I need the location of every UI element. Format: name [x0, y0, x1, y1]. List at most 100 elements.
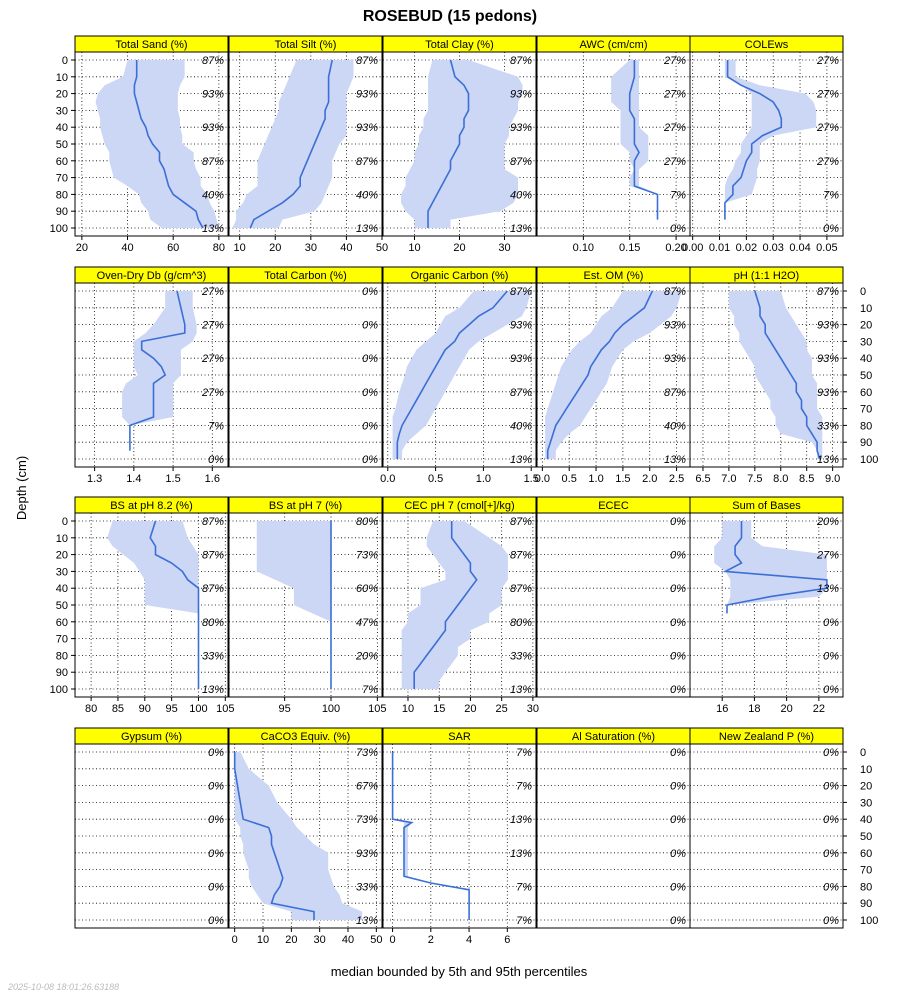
panel-organic-carbon: Organic Carbon (%)87%93%93%87%40%13%0.0 0… — [380, 266, 539, 485]
median-line-awc-cm-cm — [628, 60, 659, 220]
percent-label: 13% — [202, 684, 224, 696]
strip-label-gypsum: Gypsum (%) — [121, 731, 182, 743]
y-tick-label: 100 — [50, 684, 68, 696]
y-tick-label: 30 — [56, 566, 68, 578]
percentile-band-bs-at-ph-7 — [256, 521, 331, 689]
y-tick-label: 60 — [56, 617, 68, 629]
percentile-band-est-om — [545, 291, 682, 459]
panel-total-carbon: Total Carbon (%) 0% 0% 0% 0% 0% 0% — [228, 266, 383, 468]
percent-label: 93% — [202, 122, 224, 134]
strip-label-total-sand: Total Sand (%) — [115, 39, 187, 51]
percent-label: 0% — [670, 516, 686, 528]
median-line-cec-ph-7-cmol-kg — [413, 521, 478, 689]
x-tick-label: 50 — [376, 242, 388, 254]
percent-label: 73% — [356, 747, 378, 759]
percent-label: 67% — [356, 781, 378, 793]
strip-label-sar: SAR — [448, 731, 471, 743]
x-tick-label: 0.04 — [789, 242, 810, 254]
panel-frame-oven-dry-db-g-cm-3 — [74, 282, 229, 468]
chart-title: ROSEBUD (15 pedons) — [363, 8, 537, 25]
x-tick-label: 40 — [340, 242, 352, 254]
y-tick-label: 90 — [860, 898, 872, 910]
percentile-band-total-clay — [401, 60, 523, 228]
percent-label: 47% — [356, 617, 378, 629]
strip-label-oven-dry-db-g-cm-3: Oven-Dry Db (g/cm^3) — [97, 270, 207, 282]
panel-frame-sar — [382, 743, 537, 929]
y-tick-label: 60 — [860, 848, 872, 860]
percentile-band-sum-of-bases — [714, 521, 827, 614]
x-tick-label: 16 — [716, 703, 728, 715]
x-tick-label: 0.15 — [619, 242, 640, 254]
median-line-bs-at-ph-8-2 — [149, 520, 200, 689]
percent-label: 93% — [510, 353, 532, 365]
y-tick-label: 50 — [860, 831, 872, 843]
percent-label: 40% — [356, 189, 378, 201]
percent-label: 0% — [362, 387, 378, 399]
panel-ecec: ECEC 0% 0% 0% 0% 0% 0% — [536, 496, 691, 698]
x-tick-label: 0.02 — [736, 242, 757, 254]
x-tick-label: 1.0 — [588, 473, 603, 485]
median-line-ph-1-1-h2o — [754, 290, 821, 460]
percent-label: 0% — [823, 747, 839, 759]
strip-label-al-saturation: Al Saturation (%) — [572, 731, 655, 743]
median-line-total-clay — [427, 59, 470, 228]
y-tick-label: 60 — [56, 156, 68, 168]
percent-label: 27% — [663, 156, 686, 168]
percentile-band-caco3-equiv — [234, 752, 363, 920]
percent-label: 13% — [510, 454, 532, 466]
x-tick-label: 105 — [368, 703, 386, 715]
x-tick-label: 15 — [433, 703, 445, 715]
x-tick-label: 60 — [167, 242, 179, 254]
median-line-est-om — [546, 290, 654, 459]
percent-label: 87% — [356, 55, 378, 67]
percent-label: 80% — [510, 617, 532, 629]
strip-label-total-carbon: Total Carbon (%) — [264, 270, 347, 282]
panel-gypsum: Gypsum (%) 0% 0% 0% 0% 0% 0% — [74, 727, 229, 929]
percentile-band-cec-ph-7-cmol-kg — [401, 521, 508, 689]
panel-cec-ph-7-cmol-kg: CEC pH 7 (cmol[+]/kg) 87% 87% 87% 80% 33% 13% 1… — [382, 496, 539, 715]
panel-total-clay: Total Clay (%) 87% 93% 93% 87% 40% 13% 10 20 30 — [382, 35, 537, 254]
y-tick-label: 80 — [56, 650, 68, 662]
panel-new-zealand-p: New Zealand P (%) 0% 0% 0% 0% 0% 0% — [689, 727, 844, 929]
x-tick-label: 6.5 — [695, 473, 710, 485]
percent-label: 13% — [510, 223, 532, 235]
percent-label: 93% — [817, 320, 839, 332]
percentile-band-total-silt — [232, 60, 354, 228]
panel-ph-1-1-h2o: pH (1:1 H2O) 87% 93% 93% 93% 33% 13% 6.5 7.0 7.5 8… — [689, 266, 844, 485]
strip-label-cec-ph-7-cmol-kg: CEC pH 7 (cmol[+]/kg) — [404, 500, 514, 512]
percent-label: 0% — [670, 848, 686, 860]
x-tick-label: 20 — [781, 703, 793, 715]
x-tick-label: 20 — [453, 242, 465, 254]
percent-label: 0% — [670, 650, 686, 662]
percent-label: 87% — [510, 156, 532, 168]
percent-label: 0% — [208, 848, 224, 860]
percent-label: 87% — [510, 387, 532, 399]
x-tick-label: 22 — [813, 703, 825, 715]
x-tick-label: 1.5 — [165, 473, 180, 485]
percent-label: 93% — [202, 89, 224, 101]
percent-label: 13% — [356, 223, 378, 235]
x-tick-label: 20 — [76, 242, 88, 254]
percent-label: 0% — [823, 684, 839, 696]
y-tick-label: 70 — [56, 634, 68, 646]
panel-total-silt: Total Silt (%) 87% 93% 93% 87% 40% 13% 10 20 30 40… — [228, 35, 388, 254]
x-tick-label: 30 — [314, 934, 326, 946]
percent-label: 13% — [510, 848, 532, 860]
x-tick-label: 30 — [498, 242, 510, 254]
percent-label: 0% — [823, 650, 839, 662]
percent-label: 40% — [202, 189, 224, 201]
x-tick-label: 0.5 — [428, 473, 443, 485]
x-tick-label: 105 — [216, 703, 234, 715]
strip-label-bs-at-ph-7: BS at pH 7 (%) — [269, 500, 342, 512]
percent-label: 20% — [816, 516, 839, 528]
median-line-total-sand — [133, 60, 204, 229]
percent-label: 93% — [356, 848, 378, 860]
strip-label-colews: COLEws — [745, 39, 789, 51]
percent-label: 0% — [823, 617, 839, 629]
depth-axis-right: 0 10 20 30 40 50 60 70 80 90 100 0 10 20 30 40 50 60 70 80 9… — [843, 286, 878, 927]
x-tick-label: 18 — [748, 703, 760, 715]
panel-frame-sum-of-bases — [689, 512, 844, 698]
x-tick-label: 40 — [121, 242, 133, 254]
median-line-colews — [724, 60, 783, 220]
